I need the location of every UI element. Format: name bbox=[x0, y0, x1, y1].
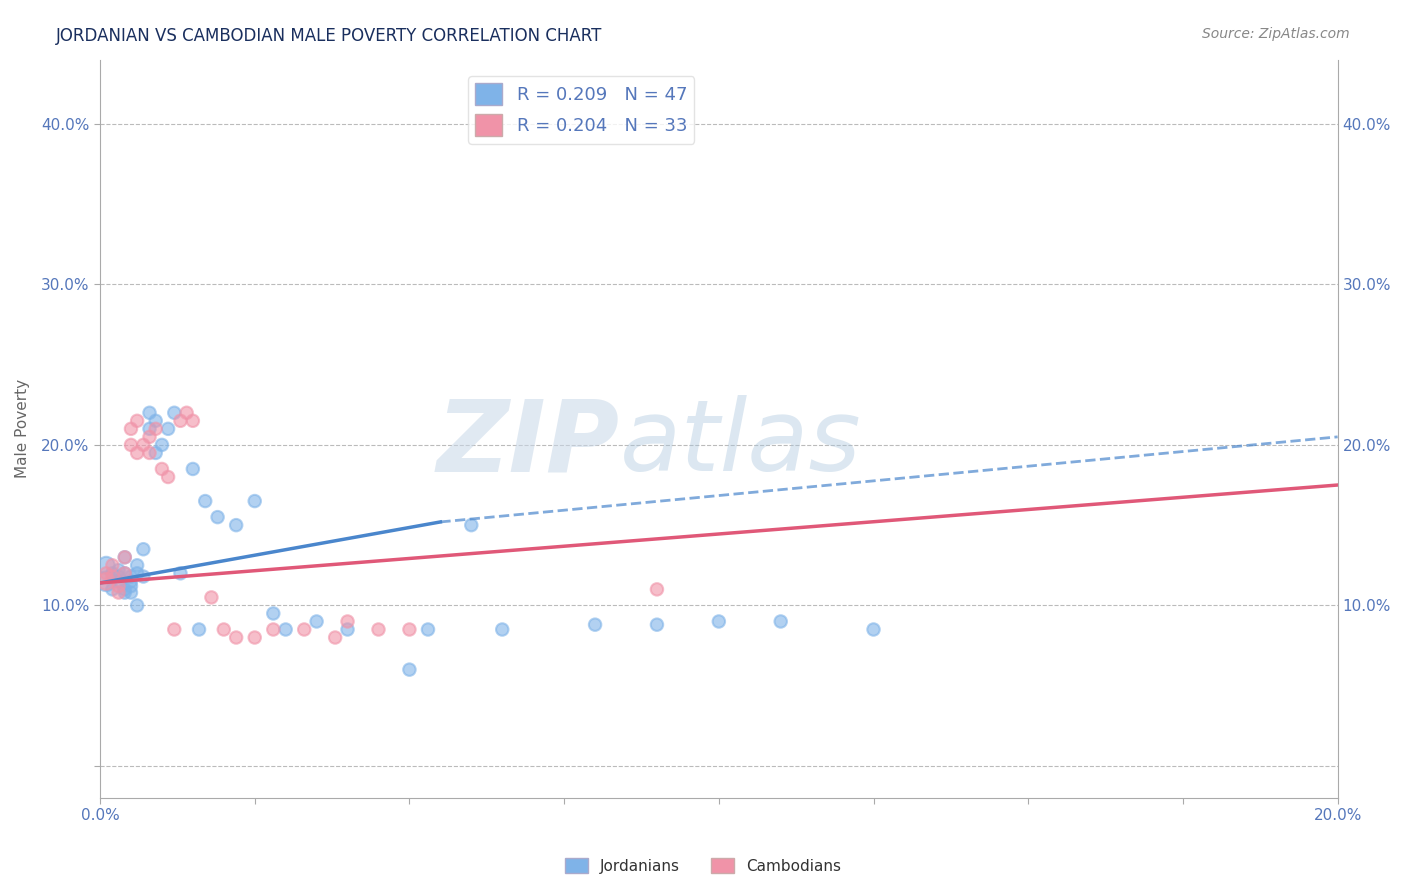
Point bbox=[262, 623, 284, 637]
Point bbox=[416, 623, 439, 637]
Point bbox=[145, 414, 167, 428]
Text: ZIP: ZIP bbox=[437, 395, 620, 492]
Point bbox=[305, 615, 328, 629]
Point bbox=[96, 574, 118, 589]
Point bbox=[225, 518, 247, 533]
Point bbox=[138, 430, 160, 444]
Point bbox=[398, 663, 420, 677]
Point bbox=[101, 558, 124, 573]
Point bbox=[120, 585, 142, 599]
Point bbox=[120, 422, 142, 436]
Point bbox=[101, 569, 124, 583]
Point bbox=[120, 438, 142, 452]
Point bbox=[120, 574, 142, 589]
Point bbox=[114, 550, 136, 565]
Point bbox=[169, 414, 191, 428]
Point bbox=[583, 617, 606, 632]
Point bbox=[114, 566, 136, 581]
Point bbox=[243, 631, 266, 645]
Point bbox=[107, 579, 129, 593]
Point bbox=[645, 582, 668, 597]
Point bbox=[181, 414, 204, 428]
Point bbox=[336, 623, 359, 637]
Point bbox=[107, 569, 129, 583]
Point bbox=[96, 558, 118, 573]
Point bbox=[145, 446, 167, 460]
Point bbox=[169, 566, 191, 581]
Text: Source: ZipAtlas.com: Source: ZipAtlas.com bbox=[1202, 27, 1350, 41]
Point bbox=[96, 566, 118, 581]
Point bbox=[862, 623, 884, 637]
Point bbox=[157, 470, 180, 484]
Point bbox=[107, 574, 129, 589]
Point bbox=[292, 623, 315, 637]
Point bbox=[138, 406, 160, 420]
Point bbox=[225, 631, 247, 645]
Point bbox=[645, 617, 668, 632]
Point bbox=[243, 494, 266, 508]
Point bbox=[163, 623, 186, 637]
Legend: Jordanians, Cambodians: Jordanians, Cambodians bbox=[560, 852, 846, 880]
Point bbox=[188, 623, 211, 637]
Point bbox=[274, 623, 297, 637]
Point bbox=[163, 406, 186, 420]
Point bbox=[181, 462, 204, 476]
Point bbox=[769, 615, 792, 629]
Point bbox=[127, 566, 149, 581]
Point bbox=[367, 623, 389, 637]
Legend: R = 0.209   N = 47, R = 0.204   N = 33: R = 0.209 N = 47, R = 0.204 N = 33 bbox=[468, 76, 695, 144]
Point bbox=[157, 422, 180, 436]
Y-axis label: Male Poverty: Male Poverty bbox=[15, 379, 30, 478]
Point bbox=[491, 623, 513, 637]
Text: JORDANIAN VS CAMBODIAN MALE POVERTY CORRELATION CHART: JORDANIAN VS CAMBODIAN MALE POVERTY CORR… bbox=[56, 27, 603, 45]
Point bbox=[132, 542, 155, 557]
Point bbox=[114, 566, 136, 581]
Point bbox=[127, 599, 149, 613]
Point bbox=[262, 607, 284, 621]
Point bbox=[336, 615, 359, 629]
Point bbox=[114, 585, 136, 599]
Point bbox=[127, 446, 149, 460]
Point bbox=[212, 623, 235, 637]
Point bbox=[107, 563, 129, 577]
Point bbox=[145, 422, 167, 436]
Point bbox=[101, 582, 124, 597]
Point bbox=[200, 591, 222, 605]
Point bbox=[398, 623, 420, 637]
Point bbox=[707, 615, 730, 629]
Point bbox=[120, 569, 142, 583]
Point bbox=[127, 558, 149, 573]
Point bbox=[120, 579, 142, 593]
Point bbox=[107, 585, 129, 599]
Point bbox=[101, 566, 124, 581]
Point bbox=[138, 422, 160, 436]
Point bbox=[207, 510, 229, 524]
Point bbox=[96, 574, 118, 589]
Point bbox=[132, 569, 155, 583]
Point bbox=[323, 631, 346, 645]
Point bbox=[127, 414, 149, 428]
Point bbox=[132, 438, 155, 452]
Point bbox=[114, 582, 136, 597]
Point bbox=[114, 550, 136, 565]
Point bbox=[176, 406, 198, 420]
Point bbox=[150, 438, 173, 452]
Point bbox=[460, 518, 482, 533]
Point bbox=[150, 462, 173, 476]
Point bbox=[138, 446, 160, 460]
Point bbox=[194, 494, 217, 508]
Text: atlas: atlas bbox=[620, 395, 862, 492]
